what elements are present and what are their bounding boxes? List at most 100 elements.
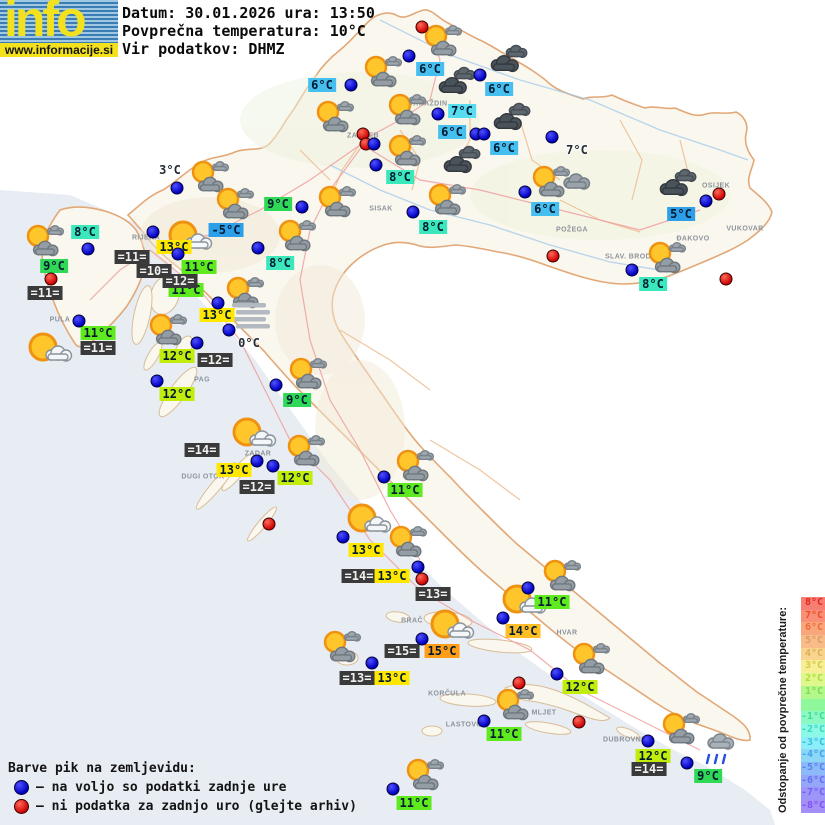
scale-band: 8°C [801,597,825,610]
temp-label: 9°C [264,197,292,211]
sun-clouds-icon [280,431,328,471]
sun-clouds-icon [282,354,330,394]
temp-label: 8°C [71,225,99,239]
temp-label: 0°C [238,336,260,350]
city-label: VUKOVAR [726,225,764,233]
sun-clouds-icon [417,21,465,61]
temp-label: 13°C [199,308,235,322]
station-dot-blue [250,454,264,468]
temp-label: =14= [184,443,220,457]
station-dot-blue [266,459,280,473]
station-dot-blue [365,656,379,670]
sun-clouds-icon [357,52,405,92]
city-label: LASTOVO [445,721,483,729]
dark-clouds-icon [484,40,532,80]
temp-label: =11= [27,286,63,300]
sun-clouds-icon [19,221,67,261]
city-label: SLAV. BROD [604,253,652,261]
temp-label: 11°C [534,595,570,609]
temp-label: =11= [80,341,116,355]
scale-title: Odstopanje od povprečne temperature: [777,607,789,813]
temp-label: 14°C [505,624,541,638]
scale-band: 1°C [801,685,825,699]
sun-white-cloud-icon [345,500,393,540]
sun-clouds-icon [382,522,430,562]
header-data-source: Vir podatkov: DHMZ [122,40,285,58]
site-logo[interactable]: info www.informacije.si [0,0,118,57]
sun-clouds-icon [309,97,357,137]
temp-label: 5°C [667,207,695,221]
station-dot-red [546,249,560,263]
scale-band: 5°C [801,635,825,648]
station-dot-blue [625,263,639,277]
station-dot-red [44,272,58,286]
sun-clouds-icon [536,556,584,596]
station-dot-red [415,20,429,34]
station-dot-blue [369,158,383,172]
scale-band: -2°C [801,723,825,737]
temp-label: 9°C [40,259,68,273]
dark-clouds-icon [437,141,485,181]
temp-label: =14= [341,569,377,583]
legend-title: Barve pik na zemljevidu: [8,761,196,776]
sun-white-cloud-icon [230,414,278,454]
temp-label: 3°C [159,163,181,177]
rain-cloud-icon [694,728,742,768]
temp-label: 6°C [531,202,559,216]
station-dot-red [512,676,526,690]
scale-band: -4°C [801,749,825,762]
scale-band: -3°C [801,736,825,750]
scale-band: -8°C [801,800,825,813]
city-label: PAG [194,376,210,384]
station-dot-blue [699,194,713,208]
temp-label: 6°C [438,125,466,139]
fog-icon [226,295,274,335]
sun-white-cloud-icon [428,606,476,646]
station-dot-blue [518,185,532,199]
station-dot-blue [336,530,350,544]
temp-label: 15°C [424,644,460,658]
temp-label: 12°C [159,387,195,401]
temp-label: 8°C [419,220,447,234]
station-dot-blue [386,782,400,796]
legend-item: – na voljo so podatki zadnje ure [8,780,357,795]
city-label: OSIJEK [701,182,731,190]
sun-clouds-icon [271,216,319,256]
station-dot-red [262,517,276,531]
station-dot-red [719,272,733,286]
temp-label: 6°C [416,62,444,76]
temp-label: 8°C [266,256,294,270]
station-dot-blue [72,314,86,328]
station-dot-blue [641,734,655,748]
station-dot-blue [477,714,491,728]
sun-clouds-icon [316,627,364,667]
station-dot-blue [171,247,185,261]
station-dot-blue [344,78,358,92]
temp-label: 11°C [396,796,432,810]
temp-label: 12°C [635,749,671,763]
station-dot-blue [680,756,694,770]
blue-dot-icon [14,780,29,795]
sun-clouds-icon [381,131,429,171]
dark-clouds-icon [653,164,701,204]
station-dot-blue [269,378,283,392]
scale-band: 7°C [801,609,825,623]
station-dot-red [572,715,586,729]
legend-item-text: – ni podatka za zadnjo uro (glejte arhiv… [36,799,357,814]
temp-label: =12= [162,274,198,288]
station-dot-blue [473,68,487,82]
station-dot-blue [496,611,510,625]
station-dot-blue [251,241,265,255]
temp-label: 8°C [639,277,667,291]
logo-url-link[interactable]: www.informacije.si [0,43,118,57]
station-dot-blue [222,323,236,337]
temperature-deviation-scale: 8°C 7°C 6°C 5°C 4°C 3°C 2°C 1°C -1°C -2°C -3°C -4°C… [801,597,825,813]
station-dot-blue [431,107,445,121]
gray-cloud-icon [552,161,600,201]
dot-legend: Barve pik na zemljevidu: – na voljo so p… [8,761,357,814]
legend-item: – ni podatka za zadnjo uro (glejte arhiv… [8,799,357,814]
temp-label: 6°C [490,141,518,155]
dark-clouds-icon [487,98,535,138]
city-label: KORČULA [428,690,466,698]
